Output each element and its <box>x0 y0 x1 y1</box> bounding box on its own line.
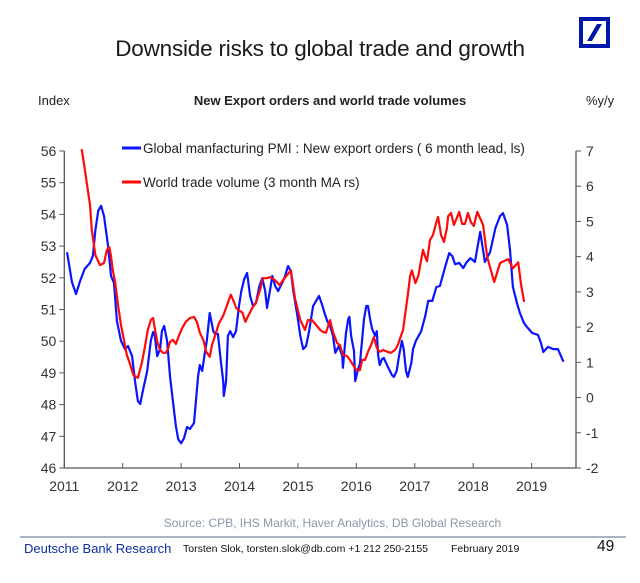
left-y-tick-label: 49 <box>41 365 57 381</box>
left-y-tick-label: 56 <box>41 143 57 159</box>
right-y-tick-label: -2 <box>586 460 599 476</box>
right-y-tick-label: 2 <box>586 319 594 335</box>
left-y-tick-label: 48 <box>41 397 57 413</box>
x-tick-label: 2016 <box>341 478 372 494</box>
left-y-tick-label: 54 <box>41 206 57 222</box>
legend-label-pmi: Global manfacturing PMI : New export ord… <box>143 141 525 156</box>
x-tick-label: 2013 <box>166 478 197 494</box>
series-line-trade <box>80 148 526 379</box>
legend-label-trade: World trade volume (3 month MA rs) <box>143 175 360 190</box>
left-y-tick-label: 46 <box>41 460 57 476</box>
right-y-tick-label: 5 <box>586 213 594 229</box>
left-y-tick-label: 51 <box>41 302 57 318</box>
logo-slash-icon <box>587 24 602 41</box>
series-lines <box>66 148 565 445</box>
x-tick-label: 2012 <box>107 478 138 494</box>
footer-brand: Deutsche Bank Research <box>24 541 172 556</box>
footer-author: Torsten Slok, torsten.slok@db.com +1 212… <box>183 543 429 555</box>
footer-date: February 2019 <box>451 543 520 555</box>
legend: Global manfacturing PMI : New export ord… <box>122 141 525 190</box>
left-y-tick-label: 55 <box>41 175 57 191</box>
right-y-tick-label: 4 <box>586 249 594 265</box>
right-y-tick-label: 7 <box>586 143 594 159</box>
series-line-pmi <box>66 204 565 445</box>
footer-divider <box>20 536 626 538</box>
x-tick-label: 2011 <box>49 478 79 494</box>
left-axis-unit: Index <box>38 93 70 108</box>
deutsche-bank-logo <box>579 17 610 48</box>
right-y-tick-label: 6 <box>586 178 594 194</box>
source-note: Source: CPB, IHS Markit, Haver Analytics… <box>163 516 502 530</box>
left-y-tick-label: 52 <box>41 270 57 286</box>
right-y-tick-label: -1 <box>586 425 599 441</box>
x-tick-label: 2017 <box>399 478 430 494</box>
right-y-tick-label: 3 <box>586 284 594 300</box>
chart-subtitle: New Export orders and world trade volume… <box>193 93 467 108</box>
x-tick-label: 2019 <box>516 478 547 494</box>
x-tick-label: 2015 <box>282 478 313 494</box>
x-tick-label: 2014 <box>224 478 255 494</box>
left-y-tick-label: 47 <box>41 428 57 444</box>
page-number: 49 <box>597 538 615 555</box>
slide-title: Downside risks to global trade and growt… <box>115 36 525 61</box>
right-axis-unit: %y/y <box>586 93 615 108</box>
left-y-tick-label: 50 <box>41 333 57 349</box>
right-y-tick-label: 0 <box>586 390 594 406</box>
left-y-tick-label: 53 <box>41 238 57 254</box>
x-tick-label: 2018 <box>458 478 489 494</box>
right-y-tick-label: 1 <box>586 354 594 370</box>
